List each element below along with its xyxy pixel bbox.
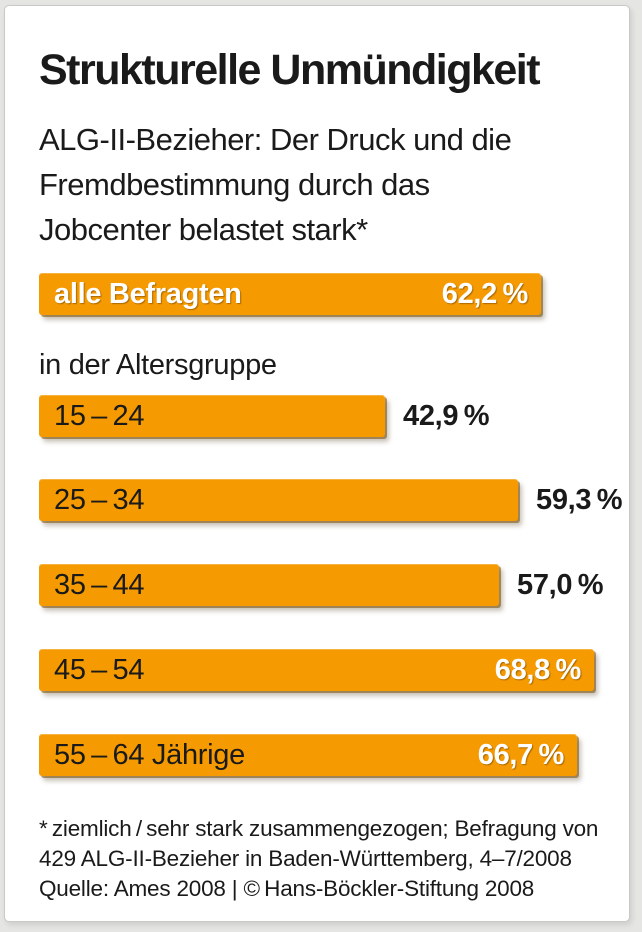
bar: 35 – 44 xyxy=(39,564,499,606)
subtitle-line: Jobcenter belastet stark* xyxy=(39,212,368,247)
page-title: Strukturelle Unmündigkeit xyxy=(39,46,541,94)
footnote-line: * ziemlich / sehr stark zusammengezogen;… xyxy=(39,816,599,841)
bar-value: 57,0 % xyxy=(517,569,604,601)
bar-row: 45 – 54 68,8 % xyxy=(39,649,614,691)
bar-value: 68,8 % xyxy=(494,654,582,686)
bar-row: 55 – 64 Jährige 66,7 % xyxy=(39,734,614,776)
bar-row: 15 – 24 42,9 % xyxy=(39,395,614,437)
subtitle-line: Fremdbestimmung durch das xyxy=(39,167,430,202)
bar: 55 – 64 Jährige 66,7 % xyxy=(39,734,577,776)
group-label: in der Altersgruppe xyxy=(39,349,277,381)
subtitle-line: ALG-II-Bezieher: Der Druck und die xyxy=(39,122,512,157)
bar-value: 59,3 % xyxy=(536,484,623,516)
bar-row: 25 – 34 59,3 % xyxy=(39,479,623,521)
bar-value: 66,7 % xyxy=(477,739,565,771)
bar: 25 – 34 xyxy=(39,479,518,521)
bar-value: 62,2 % xyxy=(441,278,529,310)
bar-row: alle Befragten 62,2 % xyxy=(39,273,614,315)
footnote-line: 429 ALG-II-Bezieher in Baden-Württemberg… xyxy=(39,846,572,871)
bar-label: 15 – 24 xyxy=(54,400,145,432)
bar: 15 – 24 xyxy=(39,395,385,437)
footnote-line: Quelle: Ames 2008 | © Hans-Böckler-Stift… xyxy=(39,876,535,901)
bar: alle Befragten 62,2 % xyxy=(39,273,541,315)
bar-value: 42,9 % xyxy=(403,400,490,432)
chart-card: Strukturelle Unmündigkeit ALG-II-Beziehe… xyxy=(4,5,630,922)
bar-label: 35 – 44 xyxy=(54,569,145,601)
footnote: * ziemlich / sehr stark zusammengezogen;… xyxy=(39,814,619,904)
chart-subtitle: ALG-II-Bezieher: Der Druck und die Fremd… xyxy=(39,117,609,252)
bar: 45 – 54 68,8 % xyxy=(39,649,594,691)
bar-row: 35 – 44 57,0 % xyxy=(39,564,614,606)
bar-label: 45 – 54 xyxy=(54,654,145,686)
bar-label: alle Befragten xyxy=(54,278,242,310)
bar-label: 25 – 34 xyxy=(54,484,145,516)
bar-label: 55 – 64 Jährige xyxy=(54,739,245,771)
